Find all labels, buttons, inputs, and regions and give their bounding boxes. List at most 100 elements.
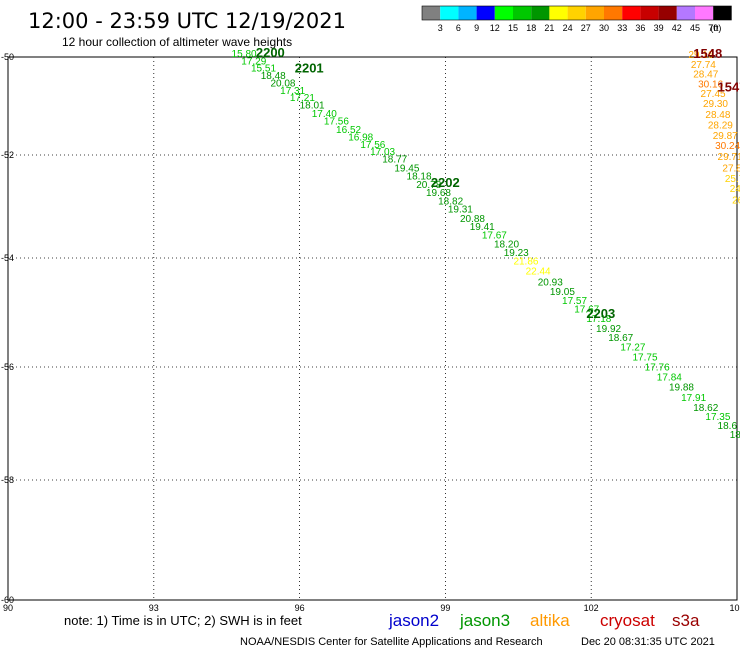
swh-value-label: 17.40: [312, 109, 337, 120]
swh-value-label: 17.84: [657, 373, 682, 384]
swh-value-label: 24.: [730, 184, 740, 195]
swh-value-label: 30.16: [698, 79, 723, 90]
footer-credit: NOAA/NESDIS Center for Satellite Applica…: [240, 636, 543, 648]
colorbar-swatch: [676, 6, 695, 20]
swh-value-label: 20.08: [270, 78, 295, 89]
swh-value-label: 29.16: [688, 50, 713, 61]
swh-value-label: 27.74: [691, 60, 716, 71]
swh-value-label: 29.30: [703, 99, 728, 110]
colorbar-label: 12: [490, 23, 500, 33]
swh-value-label: 19.92: [596, 324, 621, 335]
chart-title: 12:00 - 23:59 UTC 12/19/2021: [28, 9, 346, 33]
swh-value-label: 21.86: [513, 257, 538, 268]
swh-value-label: 15.80: [232, 49, 257, 60]
colorbar-swatch: [658, 6, 677, 20]
swh-value-label: 19.41: [470, 222, 495, 233]
colorbar-swatch: [622, 6, 641, 20]
colorbar-label: 3: [438, 23, 443, 33]
satellite-legend: jason2 jason3 altika cryosat s3a: [388, 611, 700, 630]
chart-subtitle: 12 hour collection of altimeter wave hei…: [62, 35, 292, 49]
swh-value-label: 17.03: [370, 147, 395, 158]
colorbar-label: 21: [544, 23, 554, 33]
swh-value-label: 17.56: [360, 140, 385, 151]
colorbar-legend: 3 6 9 12 15 18 21 24 27 30 33 36 39 42 45 70(ft): [421, 5, 732, 33]
swh-value-label: 28.29: [708, 121, 733, 132]
swh-value-label: 17.21: [290, 93, 315, 104]
x-tick-label: 105: [729, 603, 740, 613]
swh-value-label: 18.6: [718, 421, 738, 432]
y-tick-label: -52: [1, 150, 14, 160]
satellite-legend-altika: altika: [530, 611, 570, 630]
y-tick-label: -50: [1, 52, 14, 62]
swh-value-label: 17.67: [482, 230, 507, 241]
colorbar-label: 33: [617, 23, 627, 33]
swh-value-label: 18.01: [300, 100, 325, 111]
axis-tick-labels: 90 93 96 99 102 105 -50 -52 -54 -56 -58 -60: [1, 52, 740, 613]
swh-value-label: 18: [730, 430, 740, 441]
swh-value-label: 19.68: [426, 188, 451, 199]
swh-value-label: 18.20: [494, 240, 519, 251]
swh-value-label: 27.45: [701, 89, 726, 100]
swh-value-label: 17.35: [705, 412, 730, 423]
swh-value-label: 17.29: [241, 56, 266, 67]
swh-value-label: 18.62: [693, 403, 718, 414]
colorbar-swatch: [640, 6, 659, 20]
colorbar-swatch: [713, 6, 732, 20]
colorbar-label: 42: [672, 23, 682, 33]
swh-value-label: 28.48: [705, 110, 730, 121]
colorbar-swatch: [422, 6, 441, 20]
time-label: 1548: [693, 46, 722, 61]
swh-value-label: 17.76: [645, 362, 670, 373]
swh-value-label: 17.56: [324, 117, 349, 128]
grid-lines: [8, 57, 737, 600]
colorbar-label: 45: [690, 23, 700, 33]
colorbar-swatch: [494, 6, 513, 20]
swh-value-label: 19.31: [448, 205, 473, 216]
colorbar-label: 6: [456, 23, 461, 33]
satellite-legend-s3a: s3a: [672, 611, 700, 630]
colorbar-swatch: [458, 6, 477, 20]
colorbar-unit: (ft): [710, 23, 721, 33]
colorbar-swatch: [513, 6, 532, 20]
colorbar-label: 70: [708, 23, 718, 33]
swh-value-label: 27.85: [722, 163, 740, 174]
y-tick-label: -54: [1, 253, 14, 263]
time-label: 1547: [718, 79, 740, 94]
swh-value-label: 20.88: [460, 214, 485, 225]
colorbar-swatch: [695, 6, 714, 20]
swh-value-label: 18.82: [438, 196, 463, 207]
x-tick-label: 99: [440, 603, 450, 613]
swh-value-label: 19.05: [550, 287, 575, 298]
y-tick-label: -56: [1, 362, 14, 372]
y-tick-label: -60: [1, 595, 14, 605]
colorbar-label: 30: [599, 23, 609, 33]
swh-value-label: 26: [732, 195, 740, 206]
swh-value-label: 22.44: [526, 266, 551, 277]
x-tick-label: 96: [295, 603, 305, 613]
swh-value-label: 28.47: [693, 70, 718, 81]
colorbar-label: 9: [474, 23, 479, 33]
swh-value-label: 16.98: [348, 132, 373, 143]
plot-area: 90939699102105-50-52-54-56-58-60 15.8017…: [1, 45, 740, 613]
swh-value-label: 19.88: [669, 383, 694, 394]
swh-value-label: 18.67: [608, 333, 633, 344]
satellite-legend-jason2: jason2: [388, 611, 439, 630]
time-labels: 2200 2201 2202 2203 1548 1547: [256, 45, 740, 321]
colorbar-outline: [421, 5, 732, 21]
colorbar-swatch: [567, 6, 586, 20]
swh-value-label: 19.45: [394, 163, 419, 174]
swh-value-label: 17.18: [586, 314, 611, 325]
swh-value-label: 19.23: [504, 248, 529, 259]
time-label: 2201: [295, 61, 324, 76]
swh-value-label: 18.48: [261, 71, 286, 82]
footer-timestamp: Dec 20 08:31:35 UTC 2021: [581, 636, 715, 648]
colorbar-swatch: [531, 6, 550, 20]
swh-value-label: 17.75: [633, 352, 658, 363]
colorbar-label: 15: [508, 23, 518, 33]
time-label: 2202: [431, 175, 460, 190]
colorbar-swatch: [440, 6, 459, 20]
x-tick-label: 90: [3, 603, 13, 613]
colorbar-label: 24: [563, 23, 573, 33]
time-label: 2200: [256, 45, 285, 60]
